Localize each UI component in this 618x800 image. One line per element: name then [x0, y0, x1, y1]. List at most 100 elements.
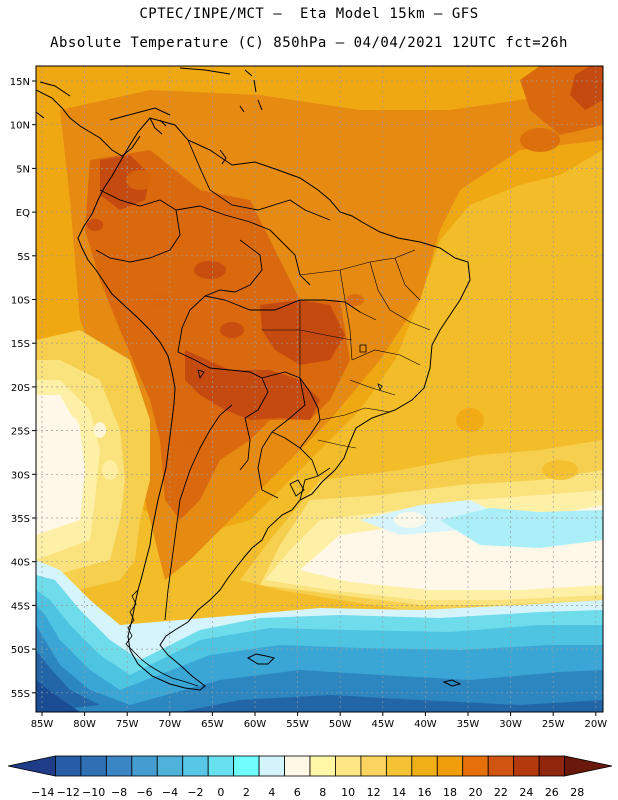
temperature-band-24C: [570, 66, 603, 110]
colorbar-label: 12: [367, 786, 381, 799]
chart-title-line-2: Absolute Temperature (C) 850hPa – 04/04/…: [50, 35, 568, 51]
longitude-label: 30W: [499, 719, 522, 730]
longitude-label: 45W: [371, 719, 394, 730]
chile-fjord-islands: [125, 589, 199, 687]
colorbar-label: 20: [468, 786, 482, 799]
colorbar-label: −6: [136, 786, 152, 799]
latitude-label: 10S: [11, 296, 30, 307]
brazil-state-borders: [262, 249, 431, 449]
temperature-patch: [464, 112, 496, 128]
colorbar-swatch: [105, 755, 133, 777]
chart-title-line-1: CPTEC/INPE/MCT – Eta Model 15km – GFS: [139, 6, 479, 22]
longitude-label: 60W: [244, 719, 267, 730]
colorbar-swatch: [156, 755, 184, 777]
longitude-label: 20W: [584, 719, 607, 730]
colorbar-swatch: [335, 755, 362, 777]
colorbar-swatch: [258, 755, 285, 777]
temperature-patch: [126, 170, 154, 190]
temperature-colorbar: −14 −12 −10 −8 −6 −4 −2 0 2 4 6 8 10 12 14 16 18 20 22 24 26…: [7, 755, 613, 799]
longitude-label: 50W: [329, 719, 352, 730]
latitude-label: 5N: [16, 164, 30, 175]
longitude-label: 35W: [457, 719, 480, 730]
colorbar-swatch: [385, 755, 413, 777]
colorbar-label: 0: [217, 786, 224, 799]
latitude-label: 5S: [17, 252, 30, 263]
longitude-label: 40W: [414, 719, 437, 730]
falkland-islands: [246, 653, 275, 665]
map-frame: [35, 65, 604, 713]
colorbar-label: 28: [570, 786, 584, 799]
colorbar-label: 10: [341, 786, 355, 799]
colorbar-label: −2: [187, 786, 203, 799]
colorbar-label: −12: [57, 786, 80, 799]
latitude-label: 55S: [11, 689, 30, 700]
colorbar-label: 22: [494, 786, 508, 799]
colorbar-arrow-high: [564, 755, 613, 777]
country-borders: [95, 139, 361, 621]
temperature-patch: [394, 512, 426, 528]
latitude-label: 25S: [11, 427, 30, 438]
temperature-patch: [456, 408, 484, 432]
colorbar-swatch: [538, 755, 565, 777]
temperature-patch: [220, 322, 244, 338]
temperature-patch: [150, 292, 170, 308]
colorbar-swatch: [411, 755, 438, 777]
colorbar-label: −4: [162, 786, 178, 799]
colorbar-label: 8: [319, 786, 326, 799]
colorbar-label: 16: [418, 786, 432, 799]
colorbar-label: 26: [545, 786, 559, 799]
temperature-patch: [94, 422, 106, 438]
colorbar-label: 4: [268, 786, 275, 799]
latitude-label: 15N: [10, 77, 30, 88]
colorbar-swatch: [182, 755, 209, 777]
colorbar-swatch: [309, 755, 336, 777]
colorbar-label: 24: [519, 786, 533, 799]
colorbar-swatch: [233, 755, 260, 777]
temperature-patch: [102, 460, 118, 480]
temperature-bands: [36, 66, 603, 712]
colorbar-swatch: [207, 755, 235, 777]
temperature-band--4C: [36, 625, 603, 712]
caribbean-islands: [159, 67, 263, 165]
temperature-band-24C: [185, 350, 320, 420]
longitude-label: 80W: [73, 719, 96, 730]
latitude-label: 30S: [11, 470, 30, 481]
temperature-patch: [194, 261, 226, 279]
temperature-patch: [87, 219, 103, 231]
temperature-band--6C: [36, 650, 603, 712]
temperature-band--8C: [36, 680, 80, 712]
latitude-axis: 15N 10N 5N EQ 5S 10S 15S 20S 25S 30S 35S 40S 45S 50S 5…: [10, 77, 36, 700]
lagoa-dos-patos: [289, 479, 305, 497]
temperature-patch: [163, 232, 187, 248]
temperature-patch: [290, 234, 310, 246]
inland-lakes: [197, 344, 383, 392]
temperature-patch: [186, 430, 214, 450]
longitude-label: 75W: [116, 719, 139, 730]
latitude-label: 45S: [11, 601, 30, 612]
latitude-label: 10N: [10, 121, 30, 132]
temperature-patch: [60, 416, 80, 444]
latitude-label: 20S: [11, 383, 30, 394]
colorbar-label: −10: [82, 786, 105, 799]
colorbar-label: 2: [243, 786, 250, 799]
latitude-label: EQ: [16, 208, 30, 219]
colorbar-label: 18: [443, 786, 457, 799]
colorbar-swatch: [513, 755, 540, 777]
longitude-label: 65W: [201, 719, 224, 730]
colorbar-swatch: [360, 755, 387, 777]
temperature-patch: [346, 294, 364, 306]
temperature-band-24C: [260, 300, 345, 365]
temperature-patch: [542, 460, 578, 480]
colorbar-swatch: [462, 755, 489, 777]
south-georgia-island: [442, 679, 462, 687]
colorbar-swatch: [284, 755, 311, 777]
colorbar-swatch: [55, 755, 82, 777]
temperature-patch: [520, 128, 560, 152]
map-area: [36, 66, 603, 712]
longitude-axis: 85W 80W 75W 70W 65W 60W 55W 50W 45W 40W 35W 30W 25W 2…: [31, 712, 607, 730]
colorbar-label: −14: [31, 786, 54, 799]
south-america-coastline: [77, 117, 471, 691]
colorbar-arrow-low: [7, 755, 56, 777]
longitude-label: 70W: [158, 719, 181, 730]
